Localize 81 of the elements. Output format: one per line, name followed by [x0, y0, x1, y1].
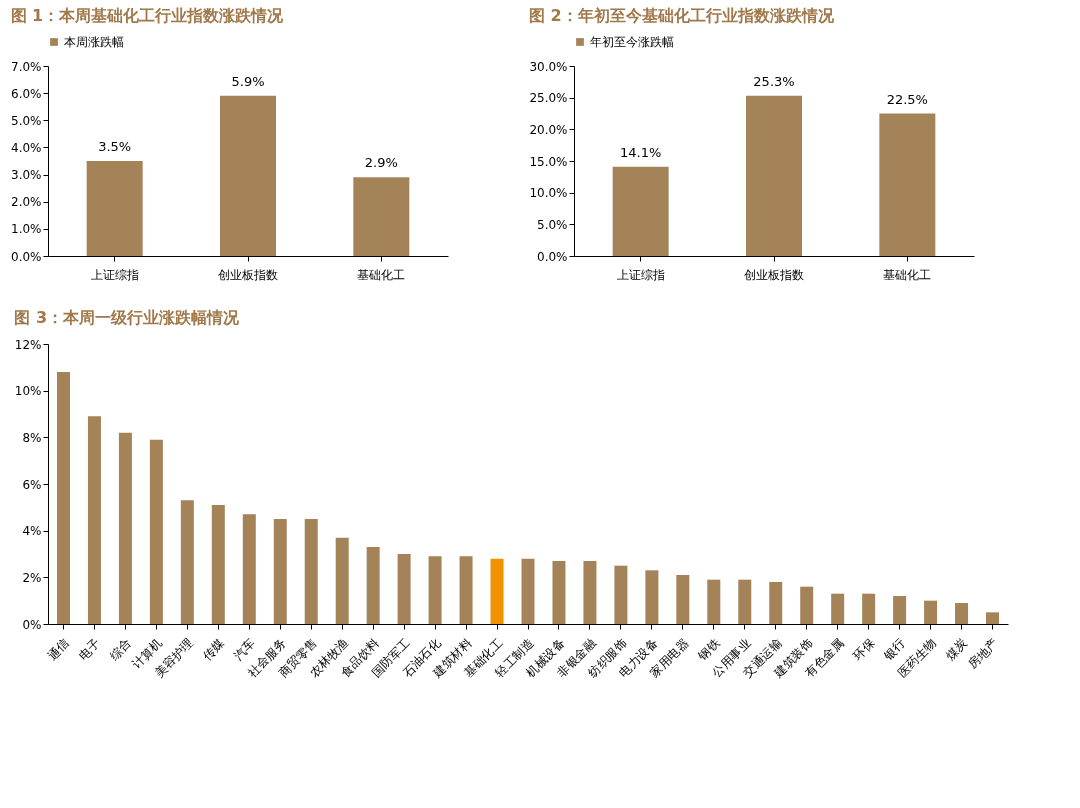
legend-label: 本周涨跌幅 — [64, 35, 124, 49]
y-tick-label: 0.0% — [537, 249, 568, 264]
bar — [459, 556, 473, 624]
chart-title: 图 3：本周一级行业涨跌幅情况 — [14, 308, 241, 327]
y-tick-label: 20.0% — [529, 122, 568, 137]
y-tick-label: 8% — [22, 430, 42, 445]
bar — [862, 593, 876, 624]
bar — [612, 166, 669, 256]
bar — [86, 161, 143, 256]
bar — [304, 519, 318, 624]
bar — [87, 416, 101, 624]
bar — [614, 565, 628, 624]
chart-title: 图 1：本周基础化工行业指数涨跌情况 — [10, 6, 285, 25]
bar — [676, 575, 690, 624]
text: 14.1% — [620, 144, 662, 160]
x-tick-label: 电子 — [76, 636, 103, 663]
x-tick-label: 创业板指数 — [744, 267, 804, 282]
y-tick-label: 4% — [22, 524, 42, 539]
bar — [118, 432, 132, 624]
bar — [56, 372, 70, 624]
x-tick-label: 基础化工 — [883, 267, 932, 282]
bar — [955, 603, 969, 624]
y-tick-label: 15.0% — [529, 154, 568, 169]
bar — [149, 439, 163, 624]
y-tick-label: 0.0% — [11, 249, 42, 264]
y-tick-label: 6.0% — [11, 86, 42, 101]
y-tick-label: 2.0% — [11, 195, 42, 210]
bar — [211, 505, 225, 624]
x-tick-label: 环保 — [850, 636, 878, 663]
x-tick-label: 上证综指 — [90, 267, 139, 282]
x-tick-label: 传媒 — [199, 636, 227, 663]
bar — [242, 514, 256, 624]
y-tick-label: 2% — [22, 570, 42, 585]
y-tick-label: 5.0% — [537, 217, 568, 232]
y-tick-label: 3.0% — [11, 168, 42, 183]
bar — [273, 519, 287, 624]
bar — [353, 177, 410, 256]
y-tick-label: 4.0% — [11, 140, 42, 155]
x-tick-label: 汽车 — [230, 636, 258, 663]
x-tick-label: 创业板指数 — [218, 267, 278, 282]
bar — [490, 558, 504, 624]
bar — [335, 537, 349, 624]
y-tick-label: 1.0% — [11, 222, 42, 237]
bar — [831, 593, 845, 624]
bar — [428, 556, 442, 624]
bar — [707, 579, 721, 624]
text: 22.5% — [886, 91, 928, 107]
y-tick-label: 5.0% — [11, 113, 42, 128]
x-tick-label: 基础化工 — [357, 267, 406, 282]
y-tick-label: 30.0% — [529, 59, 568, 74]
text: 5.9% — [231, 73, 265, 89]
x-tick-label: 通信 — [45, 636, 72, 663]
y-tick-label: 6% — [22, 477, 42, 492]
bar — [220, 95, 276, 256]
text: 3.5% — [98, 139, 132, 154]
bar — [366, 547, 380, 624]
bar — [645, 570, 659, 624]
bar — [746, 95, 802, 256]
y-tick-label: 0% — [22, 617, 42, 632]
bar — [800, 586, 814, 624]
bar — [924, 600, 938, 624]
bar — [879, 113, 936, 256]
bar — [521, 558, 535, 624]
bar — [738, 579, 752, 624]
bar — [583, 561, 597, 624]
bar — [552, 561, 566, 624]
bar — [893, 596, 907, 624]
y-tick-label: 25.0% — [529, 91, 568, 106]
y-tick-label: 10% — [14, 384, 42, 399]
y-tick-label: 10.0% — [529, 186, 568, 201]
text: 2.9% — [364, 155, 398, 171]
x-tick-label: 上证综指 — [616, 267, 665, 282]
bar — [397, 554, 411, 624]
bar — [180, 500, 194, 624]
y-tick-label: 7.0% — [11, 59, 42, 74]
chart-title: 图 2：年初至今基础化工行业指数涨跌情况 — [528, 6, 835, 25]
bar — [986, 612, 1000, 624]
text: 25.3% — [753, 73, 795, 89]
y-tick-label: 12% — [14, 337, 42, 352]
bar — [769, 582, 783, 624]
legend-label: 年初至今涨跌幅 — [590, 35, 674, 49]
